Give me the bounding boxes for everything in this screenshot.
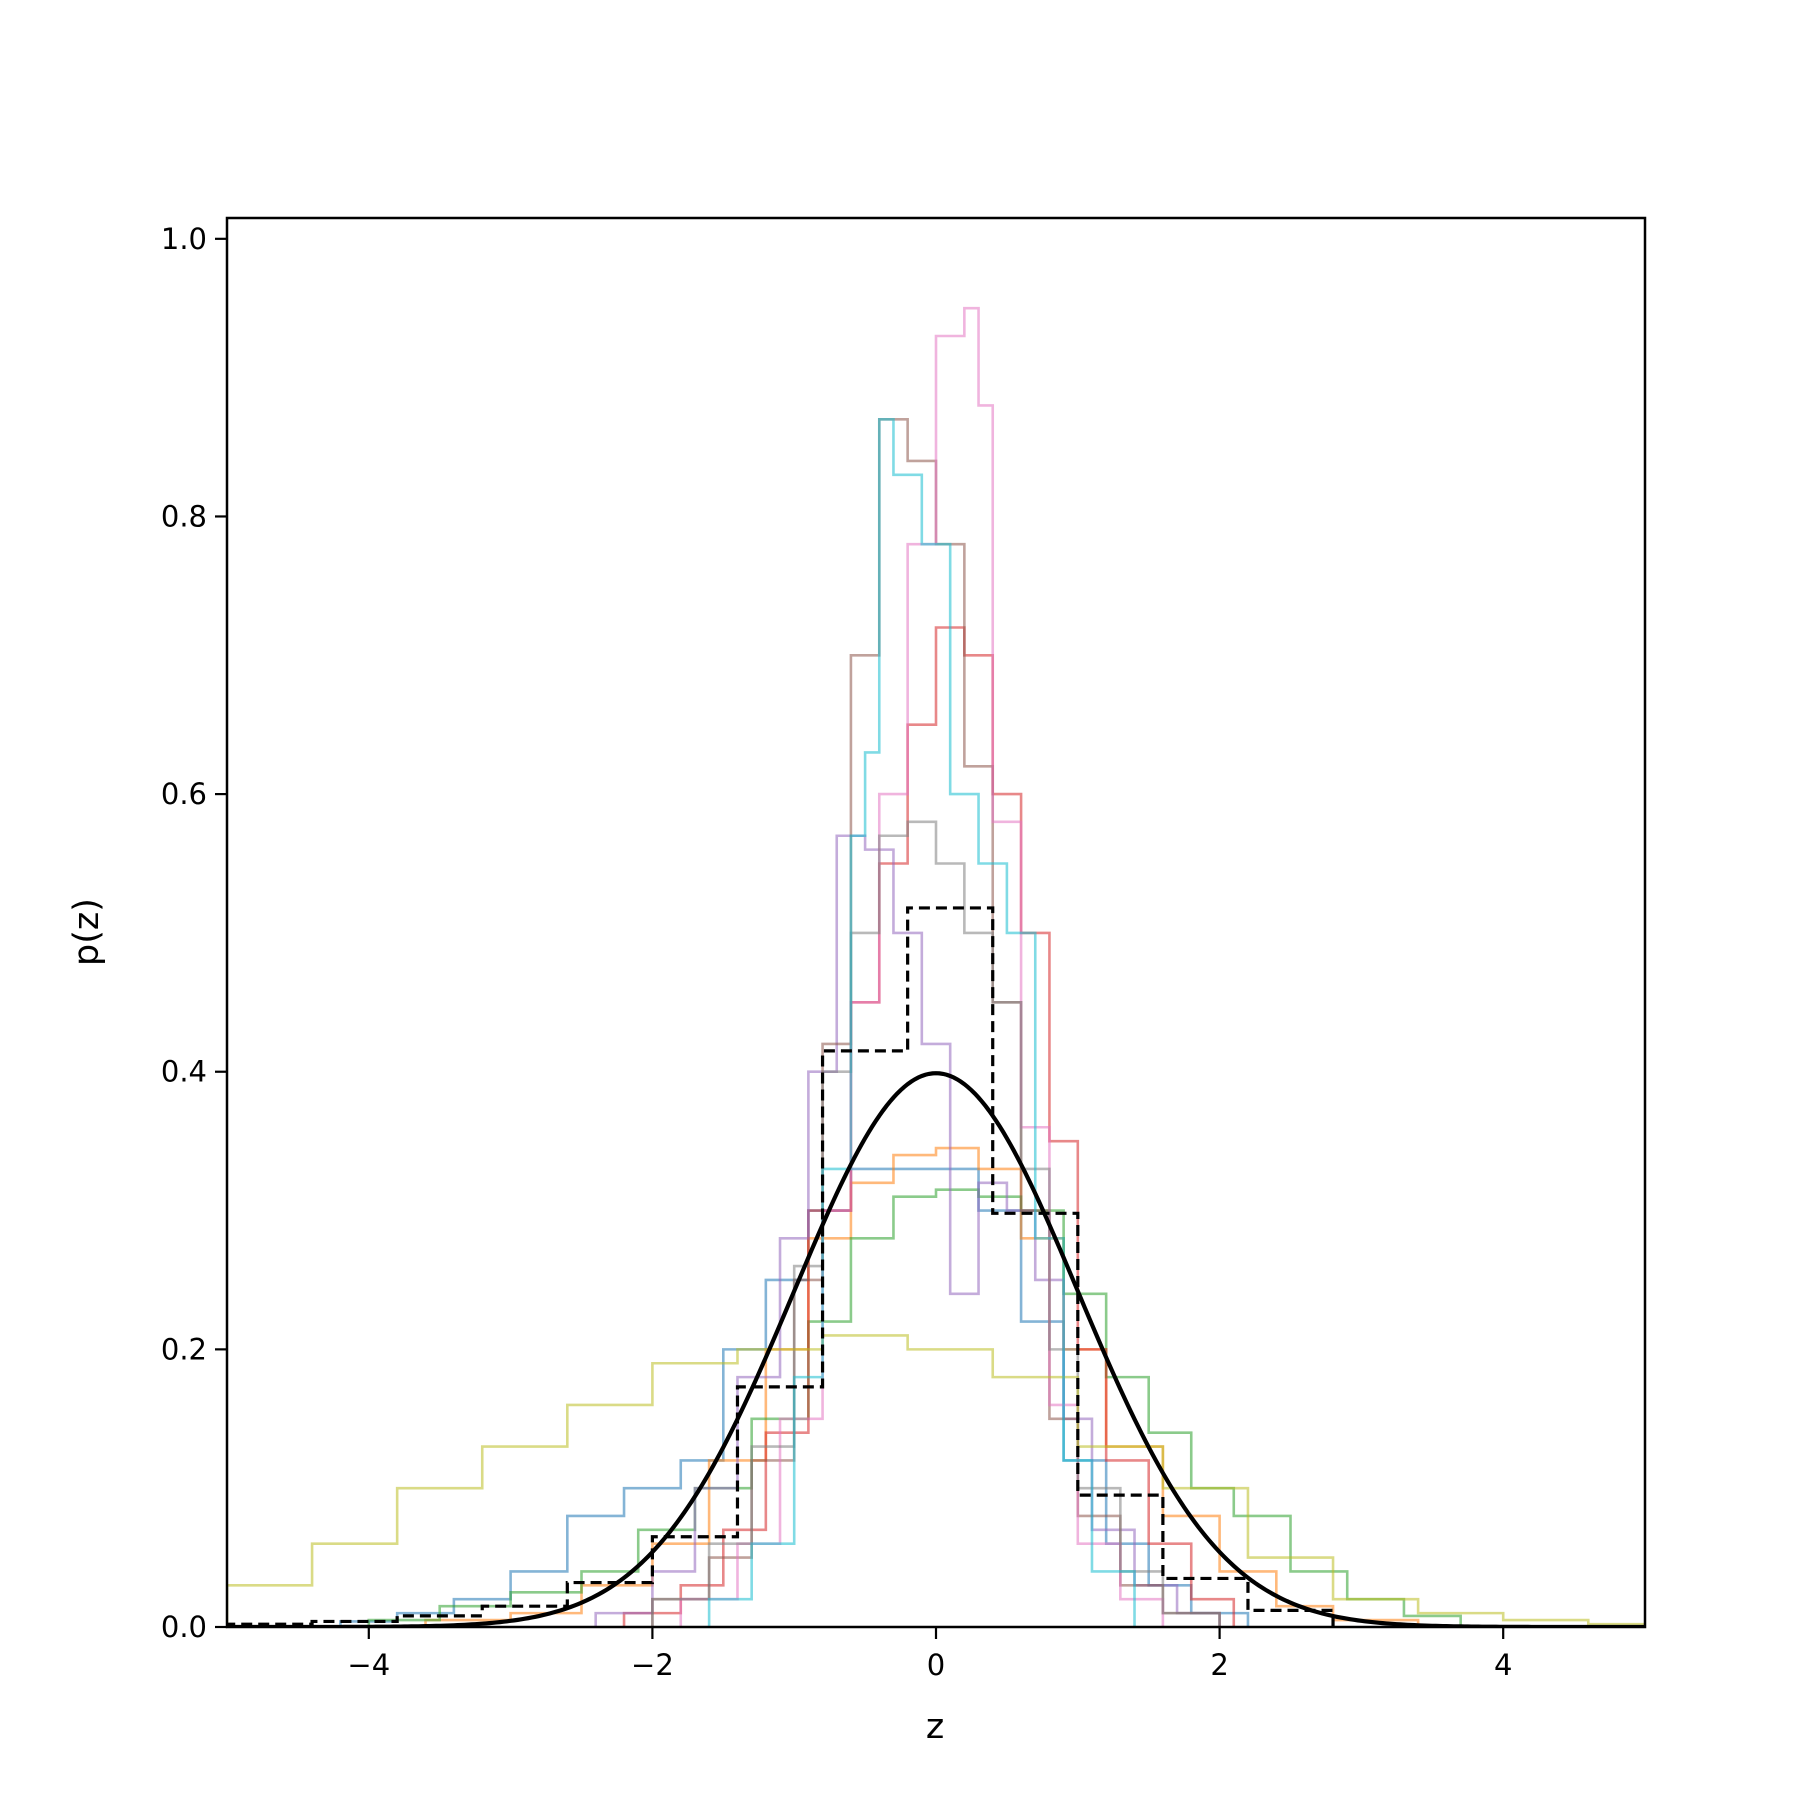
- y-tick-label: 0.2: [161, 1332, 207, 1366]
- normal-density-curve: [227, 1071, 1645, 1627]
- histogram-series-3: [367, 1188, 1462, 1627]
- histogram-series-8: [651, 820, 1221, 1627]
- histogram-series-10: [707, 417, 1136, 1627]
- histogram-series-9: [227, 1334, 1645, 1627]
- y-tick-label: 0.0: [161, 1610, 207, 1644]
- y-tick-label: 0.4: [161, 1055, 207, 1089]
- x-axis-label: z: [926, 1707, 944, 1747]
- reference-histogram: [227, 906, 1335, 1627]
- x-tick-label: −4: [347, 1648, 390, 1682]
- x-tick-label: 0: [927, 1648, 945, 1682]
- plot-area: [227, 306, 1645, 1627]
- x-tick-label: 2: [1210, 1648, 1228, 1682]
- y-tick-label: 0.8: [161, 499, 207, 533]
- x-tick-label: 4: [1494, 1648, 1512, 1682]
- histogram-series-7: [679, 306, 1165, 1627]
- y-tick-label: 0.6: [161, 777, 207, 811]
- plot-clip-group: [227, 306, 1645, 1627]
- y-tick-label: 1.0: [161, 222, 207, 256]
- x-tick-label: −2: [631, 1648, 674, 1682]
- y-axis-label: p(z): [67, 898, 107, 966]
- axes: −4 −2 0 2 4 0.0 0.2 0.4 0.6 0.8 1.0: [161, 216, 1647, 1682]
